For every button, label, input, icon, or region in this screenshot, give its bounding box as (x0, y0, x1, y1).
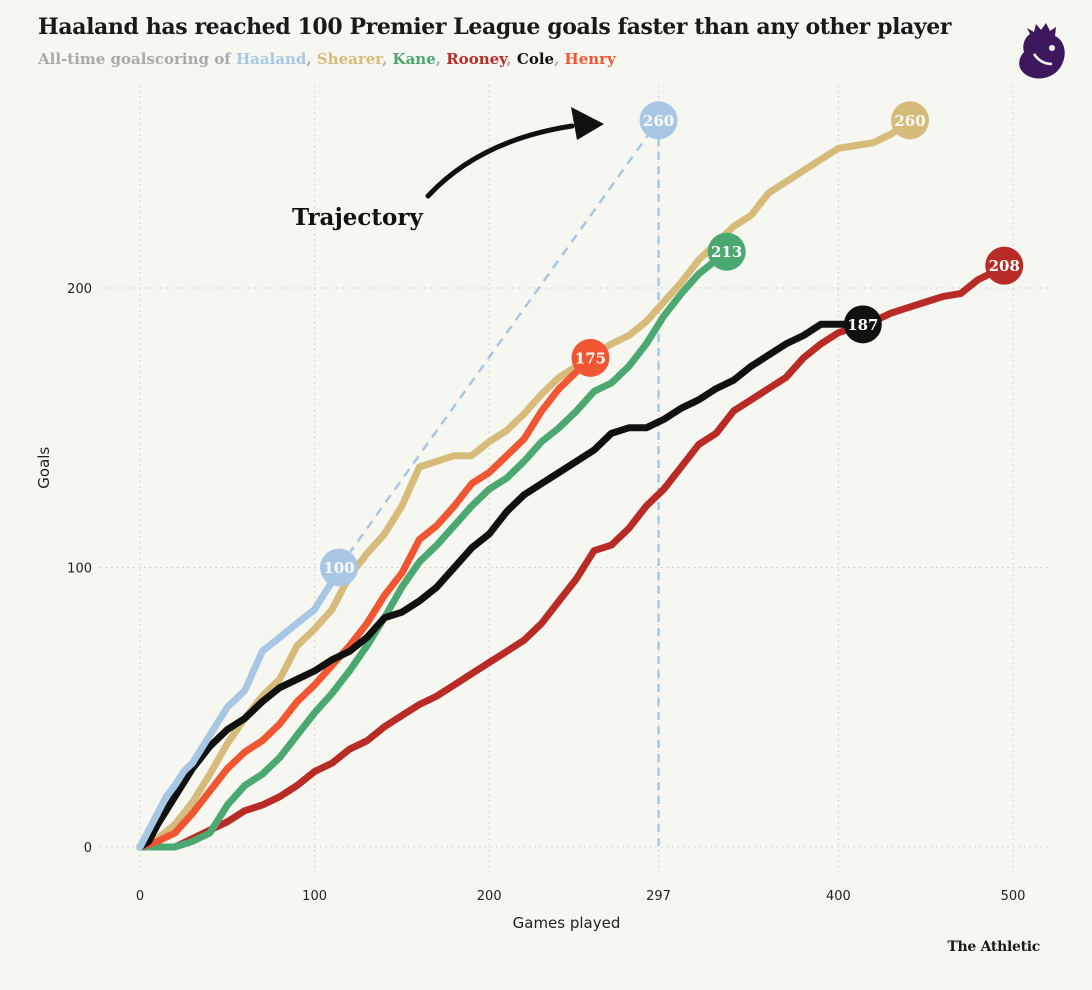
trajectory-arrowhead (571, 107, 604, 140)
annotation: Trajectory (292, 107, 604, 231)
y-tick-label: 0 (84, 841, 92, 856)
end-label-shearer-marker (890, 101, 929, 140)
legend-item-cole: Cole (516, 50, 555, 68)
x-axis-title: Games played (513, 914, 621, 932)
x-tick-label: 200 (477, 889, 502, 904)
end-label-rooney-marker (985, 246, 1024, 285)
x-tick-label: 297 (646, 889, 671, 904)
legend-item-kane: Kane (392, 50, 436, 68)
series-line-shearer (136, 116, 914, 851)
chart-subtitle: All-time goalscoring of Haaland, Shearer… (38, 50, 616, 68)
trajectory-arrow (425, 123, 575, 199)
axes: 0 100 200 297 400 500 0 100 200 Games played Goals (35, 282, 1025, 932)
legend: Haaland, Shearer, Kane, Rooney, Cole, He… (235, 50, 616, 68)
end-label-henry-marker (571, 338, 610, 377)
legend-item-haaland: Haaland (235, 50, 307, 68)
y-tick-label: 200 (67, 282, 92, 297)
end-label-haaland-marker (320, 548, 359, 587)
legend-item-shearer: Shearer (316, 50, 383, 68)
chart-title: Haaland has reached 100 Premier League g… (38, 14, 952, 40)
trajectory-annotation: Trajectory (292, 204, 424, 231)
series-lines (136, 116, 1008, 851)
end-labels: 100 260 213 208 187 175 260 (320, 101, 1024, 587)
y-tick-label: 100 (67, 562, 92, 577)
projection-line (338, 119, 660, 569)
end-label-cole-label: 187 (847, 316, 878, 334)
series-line-kane (136, 248, 731, 851)
legend-item-rooney: Rooney (446, 50, 507, 68)
x-tick-label: 100 (302, 889, 327, 904)
reference-line (338, 119, 660, 852)
series-line-rooney (136, 262, 1008, 851)
end-label-rooney-label: 208 (989, 257, 1020, 275)
end-label-kane-marker (707, 232, 746, 271)
y-axis-title: Goals (35, 447, 53, 489)
projection-end-label: 260 (643, 112, 674, 130)
end-label-cole-marker (843, 305, 882, 344)
x-tick-label: 0 (136, 889, 144, 904)
subtitle-prefix: All-time goalscoring of (38, 50, 231, 68)
legend-item-henry: Henry (564, 50, 616, 68)
series-line-henry (136, 354, 594, 851)
premier-league-lion-icon (1019, 23, 1065, 79)
the-athletic-logo: The Athletic (947, 939, 1040, 955)
x-tick-label: 400 (826, 889, 851, 904)
series-line-haaland (136, 564, 343, 851)
series-line-cole (136, 320, 867, 851)
end-label-haaland-label: 100 (323, 559, 354, 577)
end-label-kane-label: 213 (711, 243, 742, 261)
end-label-henry-label: 175 (575, 349, 606, 367)
projection-end-marker (639, 101, 678, 140)
end-label-shearer-label: 260 (894, 112, 925, 130)
x-tick-label: 500 (1001, 889, 1026, 904)
